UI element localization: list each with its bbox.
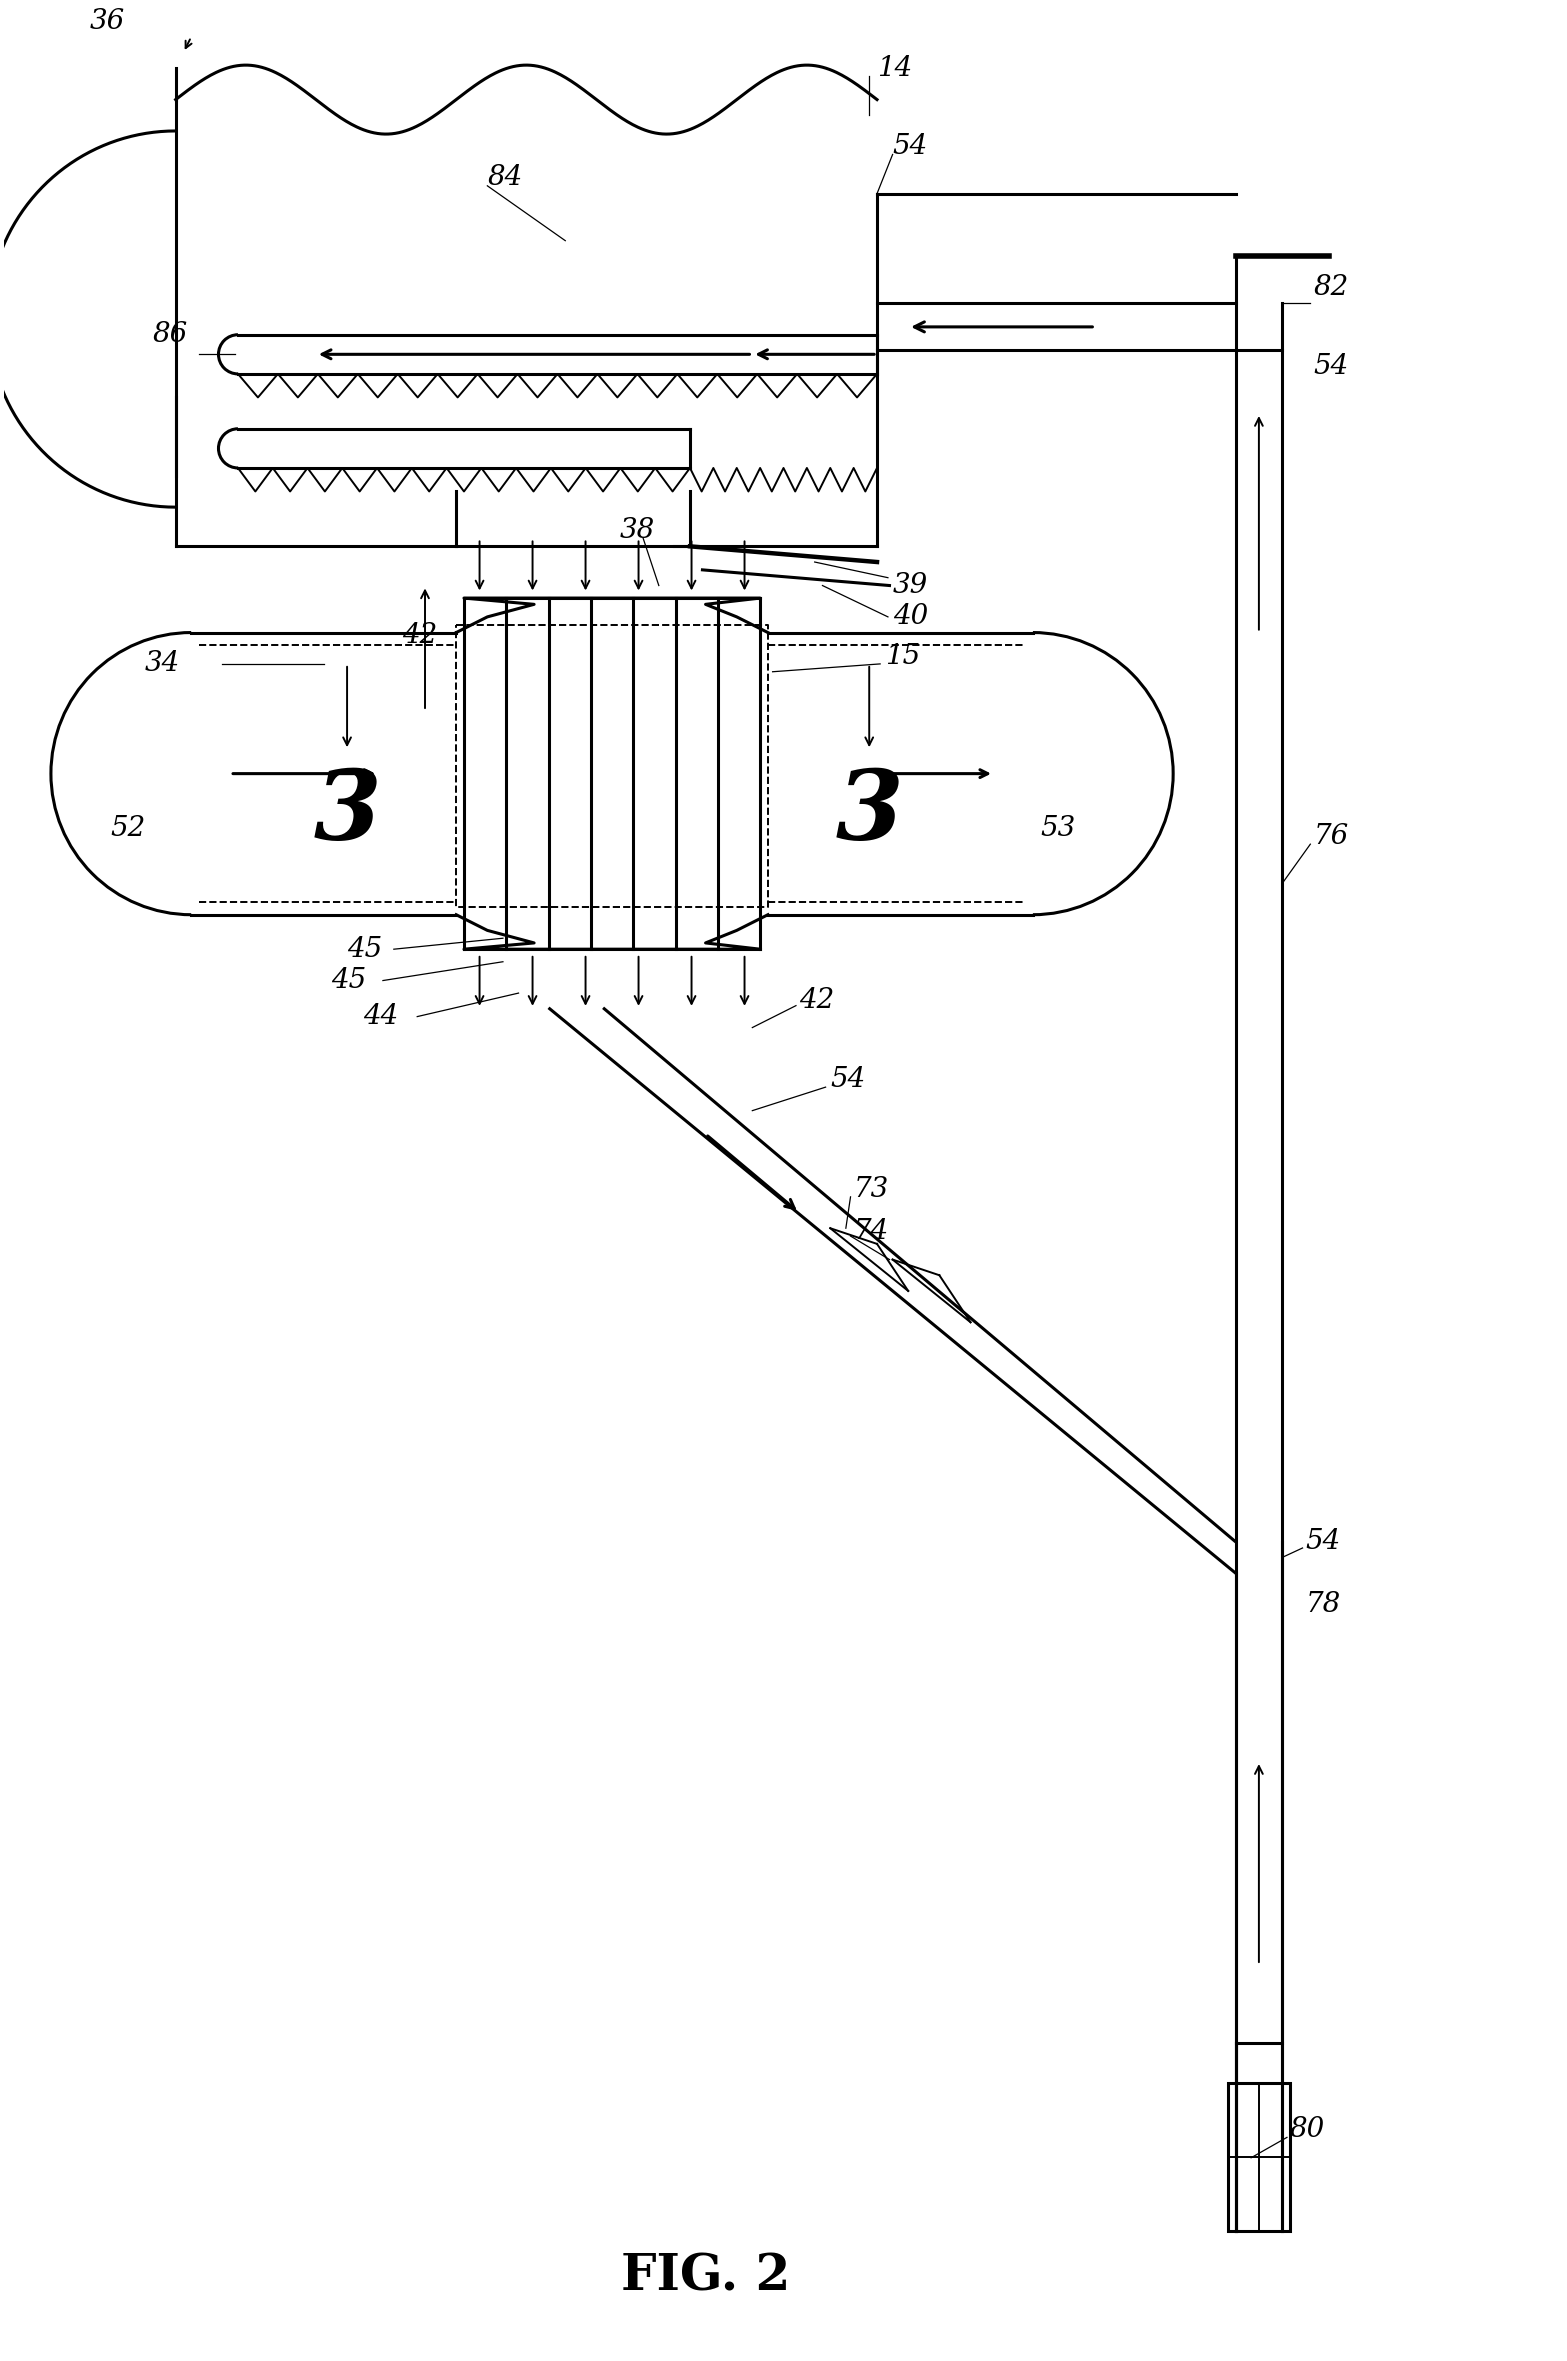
Text: 54: 54 [1313, 352, 1349, 380]
Text: 53: 53 [1040, 815, 1077, 843]
Text: 54: 54 [893, 132, 928, 161]
Text: 80: 80 [1290, 2115, 1326, 2144]
Text: 14: 14 [878, 54, 912, 83]
Text: 38: 38 [621, 517, 655, 543]
Text: 34: 34 [144, 649, 180, 678]
Text: 86: 86 [152, 321, 188, 347]
Text: 45: 45 [332, 968, 367, 994]
Text: 40: 40 [893, 604, 928, 630]
Text: 42: 42 [401, 623, 437, 649]
Text: 15: 15 [885, 642, 920, 671]
Text: 3: 3 [835, 765, 903, 859]
Text: 73: 73 [854, 1176, 888, 1202]
Text: 45: 45 [346, 935, 382, 963]
Text: 3: 3 [313, 765, 381, 859]
Text: 76: 76 [1313, 824, 1349, 850]
Text: 82: 82 [1313, 274, 1349, 302]
Text: 54: 54 [831, 1065, 865, 1093]
Bar [1227, 2082, 1290, 2231]
Text: 39: 39 [893, 571, 928, 600]
Text: 36: 36 [89, 7, 125, 35]
Text: 84: 84 [487, 165, 523, 191]
Text: FIG. 2: FIG. 2 [621, 2252, 790, 2302]
Text: 44: 44 [362, 1003, 398, 1029]
Text: 42: 42 [799, 987, 834, 1015]
Text: 78: 78 [1305, 1591, 1341, 1617]
Text: 52: 52 [110, 815, 146, 843]
Text: 74: 74 [854, 1218, 888, 1244]
Text: 54: 54 [1305, 1528, 1341, 1556]
